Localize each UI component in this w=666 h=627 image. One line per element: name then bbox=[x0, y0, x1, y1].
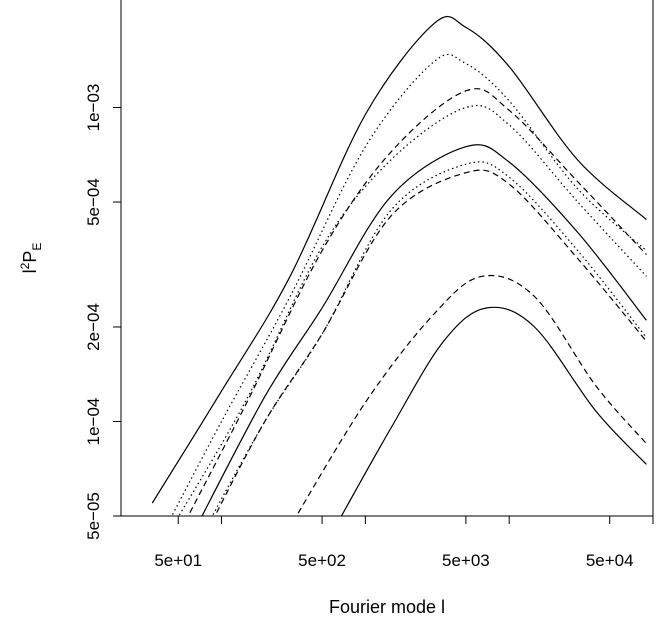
series-line-5-dotted bbox=[211, 161, 647, 516]
y-axis-title-base: l bbox=[20, 269, 40, 273]
x-tick-label-3: 5e+04 bbox=[586, 551, 634, 570]
y-axis-title-mid: P bbox=[20, 251, 40, 263]
series-layer bbox=[151, 15, 647, 516]
series-line-0-solid bbox=[151, 15, 647, 504]
y-tick-label-4: 1e−03 bbox=[84, 84, 103, 132]
series-line-3-dotted bbox=[178, 104, 647, 516]
series-line-7-dashed bbox=[295, 274, 647, 516]
y-tick-label-2: 2e−04 bbox=[84, 303, 103, 351]
y-tick-label-1: 1e−04 bbox=[84, 398, 103, 446]
series-line-4-solid bbox=[201, 144, 647, 516]
series-line-6-dashed bbox=[214, 169, 647, 516]
series-line-1-dotted bbox=[171, 53, 647, 516]
x-tick-label-0: 5e+01 bbox=[154, 551, 202, 570]
y-axis: 5e−05 1e−04 2e−04 5e−04 1e−03 bbox=[84, 84, 121, 540]
y-tick-label-3: 5e−04 bbox=[84, 178, 103, 226]
series-line-2-dashed bbox=[187, 88, 647, 516]
y-axis-title-sup: 2 bbox=[18, 262, 32, 269]
y-axis-title-sub: E bbox=[30, 243, 44, 251]
x-tick-label-2: 5e+03 bbox=[442, 551, 490, 570]
series-line-8-solid bbox=[340, 306, 647, 516]
x-tick-label-1: 5e+02 bbox=[298, 551, 346, 570]
y-tick-label-0: 5e−05 bbox=[84, 492, 103, 540]
x-axis: 5e+01 5e+02 5e+03 5e+04 bbox=[154, 516, 654, 570]
y-axis-title: l2PE bbox=[18, 243, 44, 274]
x-axis-title: Fourier mode l bbox=[329, 597, 445, 617]
